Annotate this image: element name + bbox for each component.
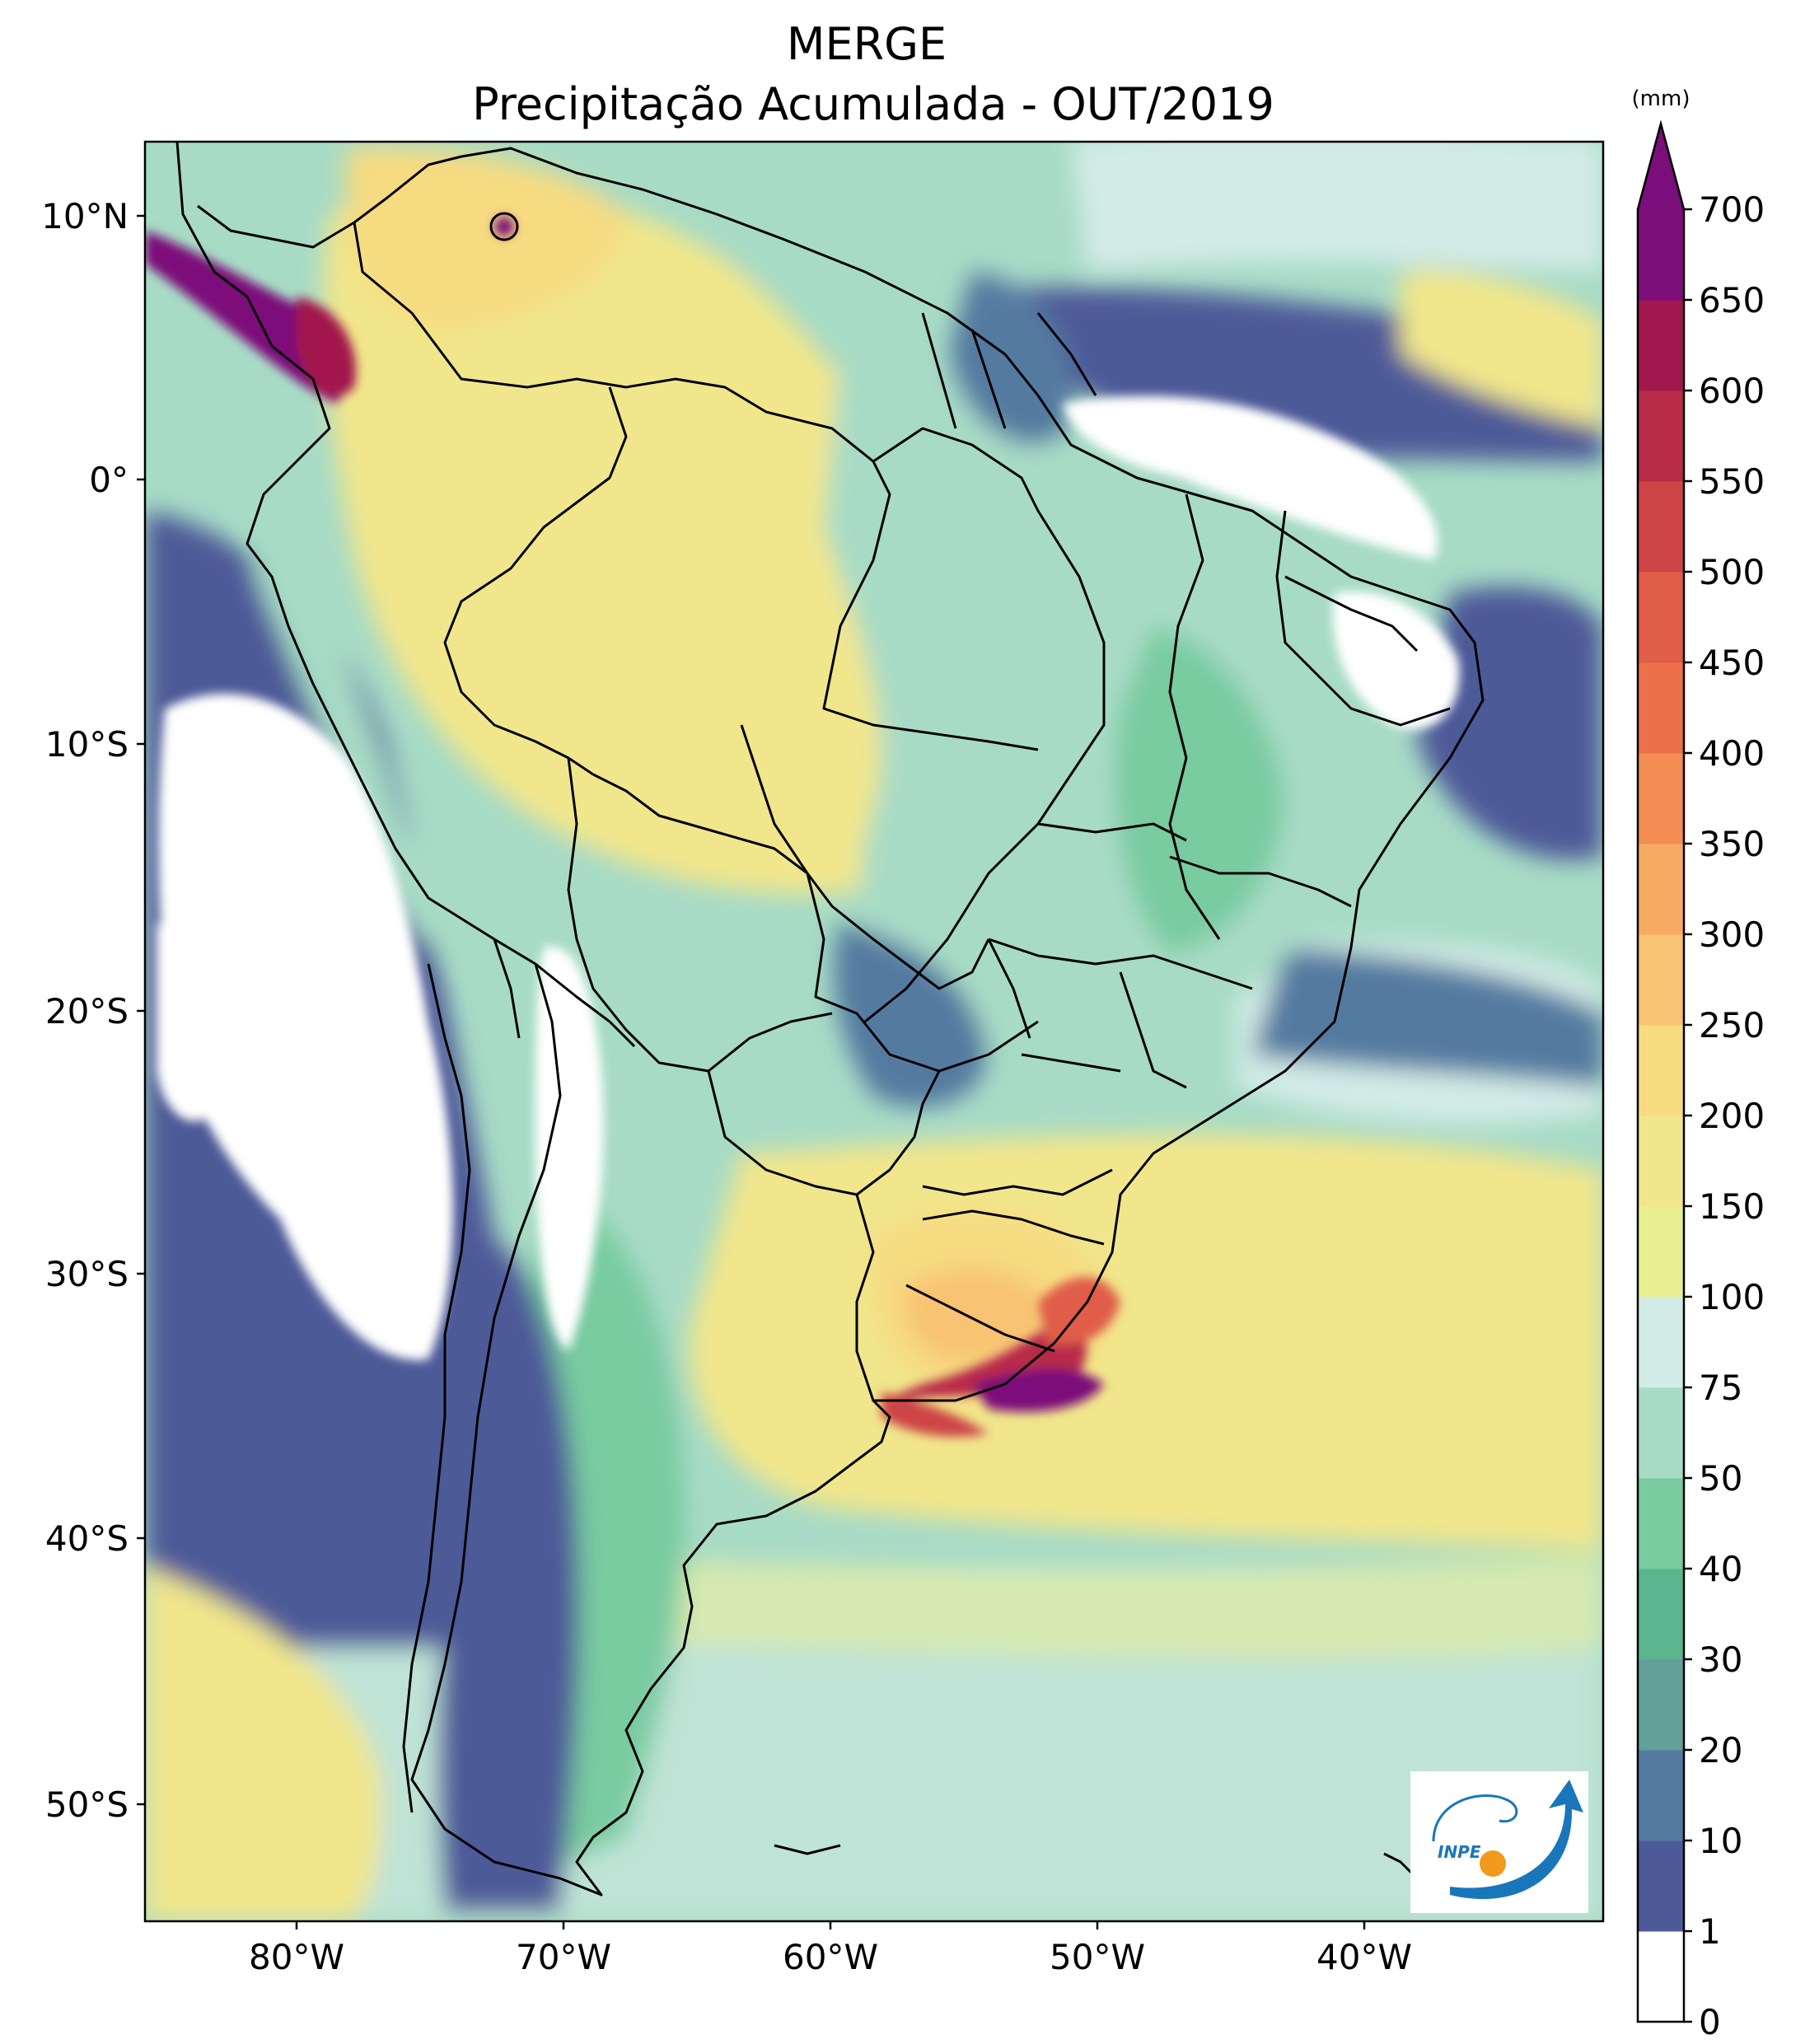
colorbar-tick-label: 700 (1699, 189, 1765, 230)
figure-subtitle: Precipitação Acumulada - OUT/2019 (472, 78, 1274, 130)
colorbar-segment (1638, 844, 1684, 935)
colorbar-tick-label: 200 (1699, 1096, 1765, 1136)
colorbar-tick-label: 1 (1699, 1911, 1721, 1952)
lat-tick-label: 10°N (41, 196, 129, 236)
colorbar-tick-label: 20 (1699, 1730, 1742, 1770)
colorbar-tick-label: 350 (1699, 824, 1765, 864)
colorbar-tick-label: 150 (1699, 1186, 1765, 1227)
colorbar-segment (1638, 209, 1684, 301)
colorbar-segment (1638, 1206, 1684, 1298)
colorbar-segment (1638, 391, 1684, 482)
colorbar-tick-label: 100 (1699, 1277, 1765, 1317)
colorbar-tick-label: 250 (1699, 1005, 1765, 1045)
colorbar-tick-label: 500 (1699, 552, 1765, 592)
inpe-logo: INPE (1410, 1771, 1588, 1913)
lon-tick-label: 50°W (1050, 1937, 1145, 1977)
colorbar-segment (1638, 1750, 1684, 1841)
colorbar-extend-arrow (1638, 124, 1684, 209)
colorbar-segment (1638, 753, 1684, 844)
colorbar-segment (1638, 1841, 1684, 1932)
colorbar-segment (1638, 1478, 1684, 1569)
lat-tick-label: 10°S (45, 724, 129, 765)
colorbar-tick-label: 300 (1699, 914, 1765, 955)
colorbar-segment (1638, 934, 1684, 1026)
colorbar-tick-label: 650 (1699, 280, 1765, 320)
colorbar: (mm) 0 1 10 20 30 40 50 75 100 150 200 250 300 350 400… (1632, 87, 1765, 2042)
colorbar-segment (1638, 1116, 1684, 1207)
coastlines-and-borders (175, 142, 1485, 1897)
lon-tick-label: 40°W (1316, 1937, 1412, 1977)
lat-tick-label: 50°S (45, 1784, 129, 1825)
latitude-axis: 10°N 0° 10°S 20°S 30°S 40°S 50°S (41, 196, 145, 1825)
colorbar-segment (1638, 1297, 1684, 1388)
colorbar-tick-label: 40 (1699, 1549, 1742, 1589)
lat-tick-label: 20°S (45, 991, 129, 1031)
inpe-logo-text: INPE (1438, 1842, 1481, 1862)
map-frame (143, 140, 1605, 1923)
colorbar-segment (1638, 1569, 1684, 1660)
colorbar-segment (1638, 1025, 1684, 1116)
colorbar-tick-label: 400 (1699, 733, 1765, 774)
figure-title: MERGE (787, 18, 947, 70)
colorbar-tick-label: 30 (1699, 1639, 1742, 1680)
lat-tick-label: 40°S (45, 1518, 129, 1559)
colorbar-ticks: 0 1 10 20 30 40 50 75 100 150 200 250 300 350 400 450 50… (1684, 189, 1765, 2042)
colorbar-tick-label: 10 (1699, 1821, 1742, 1861)
colorbar-segment (1638, 1931, 1684, 2023)
colorbar-tick-label: 450 (1699, 643, 1765, 683)
colorbar-tick-label: 550 (1699, 461, 1765, 502)
lat-tick-label: 0° (89, 460, 129, 500)
colorbar-segment (1638, 481, 1684, 573)
colorbar-outline (1636, 119, 1686, 2023)
colorbar-segment (1638, 1387, 1684, 1479)
colorbar-segment (1638, 300, 1684, 391)
colorbar-segments (1638, 209, 1684, 2023)
lat-tick-label: 30°S (45, 1254, 129, 1294)
colorbar-segment (1638, 572, 1684, 663)
colorbar-segment (1638, 662, 1684, 754)
lon-tick-label: 60°W (783, 1937, 878, 1977)
precipitation-field: INPE (145, 142, 1603, 1921)
colorbar-unit: (mm) (1632, 87, 1690, 111)
colorbar-tick-label: 50 (1699, 1458, 1742, 1499)
colorbar-segment (1638, 1659, 1684, 1751)
lon-tick-label: 70°W (516, 1937, 611, 1977)
colorbar-tick-label: 75 (1699, 1368, 1742, 1408)
longitude-axis: 80°W 70°W 60°W 50°W 40°W (249, 1921, 1412, 1977)
colorbar-tick-label: 0 (1699, 2002, 1721, 2042)
colorbar-tick-label: 600 (1699, 371, 1765, 411)
lon-tick-label: 80°W (249, 1937, 344, 1977)
